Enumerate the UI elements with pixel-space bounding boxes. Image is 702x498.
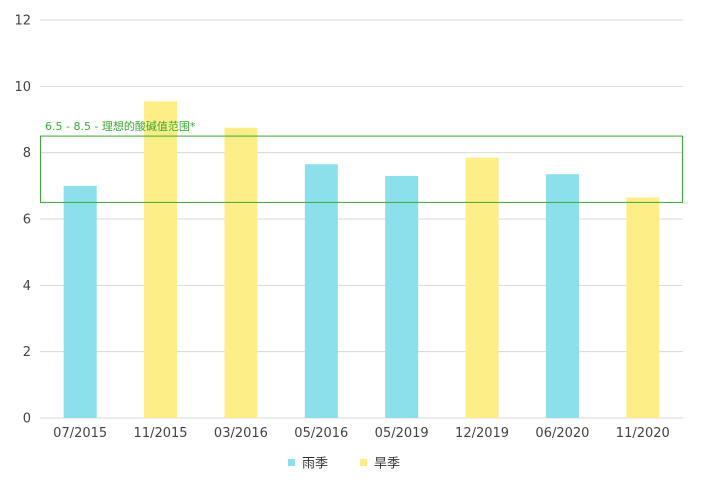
y-tick-label: 10	[14, 80, 31, 95]
x-tick-label: 03/2016	[214, 426, 268, 441]
bar[interactable]	[304, 164, 338, 418]
legend-swatch[interactable]	[288, 459, 295, 466]
x-tick-label: 07/2015	[53, 426, 107, 441]
y-tick-label: 4	[23, 279, 31, 294]
reference-band: 6.5 - 8.5 - 理想的酸碱值范围*	[40, 119, 683, 203]
legend-label[interactable]: 雨季	[302, 457, 328, 472]
y-tick-label: 12	[14, 14, 31, 29]
x-tick-label: 11/2020	[616, 426, 670, 441]
y-tick-label: 6	[23, 213, 31, 228]
legend-label[interactable]: 旱季	[374, 457, 400, 472]
bar[interactable]	[385, 175, 419, 418]
grid-lines	[40, 19, 683, 419]
y-tick-label: 2	[23, 345, 31, 360]
bar[interactable]	[144, 101, 178, 418]
bar[interactable]	[63, 185, 97, 418]
bars	[63, 101, 660, 419]
x-tick-label: 12/2019	[455, 426, 509, 441]
bar[interactable]	[545, 174, 579, 418]
legend-swatch[interactable]	[360, 459, 367, 466]
reference-band-label: 6.5 - 8.5 - 理想的酸碱值范围*	[45, 119, 196, 133]
x-tick-label: 11/2015	[134, 426, 188, 441]
x-tick-label: 06/2020	[535, 426, 589, 441]
x-tick-label: 05/2016	[294, 426, 348, 441]
reference-band-rect	[40, 135, 683, 203]
bar[interactable]	[224, 127, 258, 419]
bar[interactable]	[626, 197, 660, 418]
y-tick-label: 8	[23, 146, 31, 161]
x-tick-label: 05/2019	[375, 426, 429, 441]
legend[interactable]: 雨季 旱季	[288, 457, 400, 472]
y-tick-label: 0	[23, 412, 31, 427]
bar[interactable]	[465, 157, 499, 418]
x-axis-ticks: 07/2015 11/2015 03/2016 05/2016 05/2019 12/20…	[53, 426, 670, 441]
y-axis-ticks: 0 2 4 6 8 10 12	[14, 14, 31, 427]
